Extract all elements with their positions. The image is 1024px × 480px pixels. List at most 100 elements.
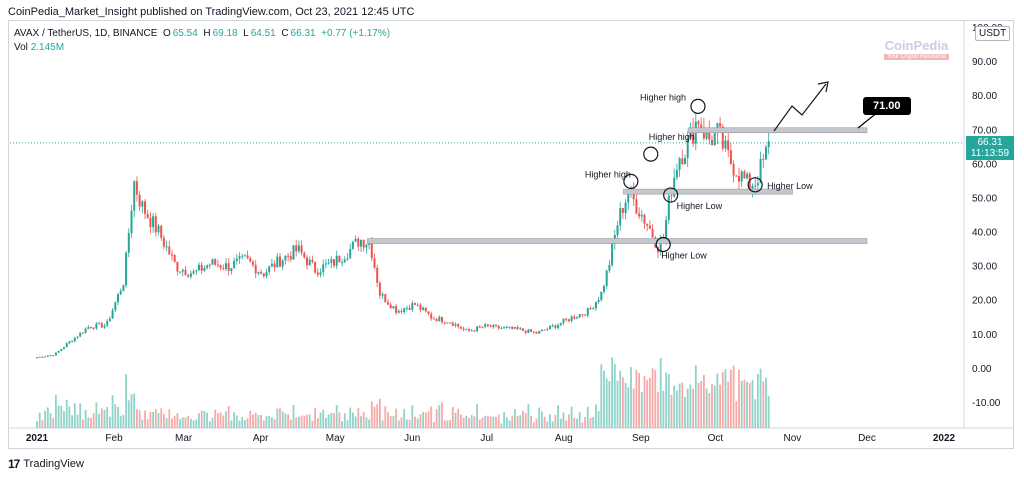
volume-bar (73, 403, 76, 428)
last-price-tag: 66.31 11:13:59 (966, 136, 1014, 160)
level-line-resistance (687, 127, 868, 134)
volume-bar (268, 415, 271, 428)
volume-bar (430, 406, 433, 428)
candle-body (603, 285, 605, 292)
volume-bar (368, 419, 370, 428)
candle-body (300, 245, 303, 253)
candle-body (708, 130, 711, 140)
volume-bar (433, 422, 435, 428)
volume-bar (422, 411, 424, 428)
volume-bar (438, 405, 441, 428)
volume-bar (765, 377, 767, 428)
volume-bar (503, 412, 505, 428)
candle-body (513, 326, 516, 329)
volume-bar (349, 407, 352, 428)
volume-bar (721, 372, 724, 428)
volume-bar (478, 419, 481, 428)
volume-bar (235, 415, 238, 428)
candle-body (208, 264, 211, 266)
candle-body (195, 270, 198, 272)
volume-bar (740, 381, 743, 428)
candle-body (457, 324, 460, 327)
candle-body (581, 314, 584, 316)
high-value: 69.18 (212, 28, 238, 39)
x-tick-label: Jun (404, 433, 420, 444)
candle-body (335, 255, 338, 266)
candle-body (754, 185, 757, 187)
level-line-support-2 (367, 238, 868, 244)
candle-body (68, 341, 71, 344)
candle-body (81, 332, 84, 334)
volume-bar (646, 380, 649, 428)
candle-body (189, 273, 192, 277)
candle-body (403, 308, 406, 313)
volume-bar (667, 373, 670, 428)
candle-body (473, 330, 476, 332)
candle-body (292, 245, 295, 260)
candle-body (462, 328, 465, 330)
footer[interactable]: 17 TradingView (8, 457, 84, 471)
candle-body (619, 208, 622, 226)
currency-button[interactable]: USDT (975, 26, 1011, 41)
volume-bar (303, 415, 306, 428)
candle-body (594, 301, 597, 309)
close-value: 66.31 (290, 28, 316, 39)
volume-bar (190, 418, 192, 428)
volume-bar (424, 412, 427, 428)
candle-body (203, 267, 206, 271)
annotation-label: Higher Low (677, 201, 723, 211)
candle-body (108, 318, 111, 322)
candle-body (443, 322, 446, 324)
candle-body (578, 314, 581, 318)
volume-bar (136, 409, 138, 428)
candle-body (559, 323, 562, 325)
candle-body (95, 323, 98, 329)
volume-bar (98, 413, 100, 428)
volume-bar (352, 412, 354, 428)
volume-bar (732, 365, 735, 428)
volume-bar (111, 395, 114, 428)
candle-body (667, 195, 670, 220)
candle-body (222, 268, 225, 270)
candle-body (670, 195, 673, 197)
volume-bar (165, 417, 168, 428)
candle-body (160, 225, 163, 238)
candle-body (303, 252, 306, 258)
volume-bar (100, 408, 103, 428)
candle-body (605, 270, 608, 286)
volume-bar (554, 414, 557, 428)
candle-body (276, 256, 279, 268)
volume-bar (559, 418, 562, 428)
candle-body (700, 124, 703, 129)
candle-body (98, 323, 101, 325)
candle-body (138, 194, 141, 207)
candle-body (500, 327, 503, 329)
candle-body (354, 238, 357, 242)
candle-body (117, 294, 119, 303)
volume-bar (279, 408, 281, 428)
candle-body (144, 201, 146, 214)
volume-bar (505, 417, 508, 428)
volume-bar (141, 419, 144, 428)
candle-body (384, 294, 387, 303)
volume-bar (354, 416, 357, 428)
volume-bar (622, 377, 624, 428)
candle-body (319, 272, 322, 275)
candle-body (133, 181, 136, 211)
volume-bar (657, 392, 659, 428)
candle-body (646, 223, 649, 226)
volume-bar (562, 412, 565, 428)
candle-body (268, 266, 271, 273)
candle-body (376, 267, 379, 283)
candle-body (192, 271, 195, 274)
volume-bar (397, 420, 400, 428)
x-tick-label: Aug (555, 433, 573, 444)
candle-body (729, 150, 732, 164)
candle-body (287, 255, 290, 257)
candle-body (589, 308, 592, 310)
candle-body (505, 327, 508, 329)
volume-bar (406, 419, 408, 428)
volume-bar (173, 415, 176, 428)
volume-bar (451, 407, 454, 428)
